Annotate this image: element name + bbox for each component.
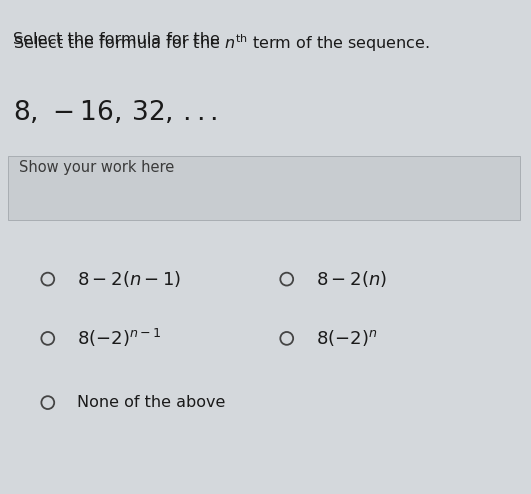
Text: $8-2(n-1)$: $8-2(n-1)$ — [77, 269, 182, 289]
FancyBboxPatch shape — [8, 156, 520, 220]
Text: $8-2(n)$: $8-2(n)$ — [316, 269, 387, 289]
Text: $8(-2)^{n-1}$: $8(-2)^{n-1}$ — [77, 328, 161, 349]
Text: $8,\,-16,\,32,\,...$: $8,\,-16,\,32,\,...$ — [13, 99, 218, 126]
Text: Select the formula for the: Select the formula for the — [13, 32, 225, 47]
Text: Show your work here: Show your work here — [19, 160, 174, 174]
Text: $8(-2)^{n}$: $8(-2)^{n}$ — [316, 329, 378, 348]
Text: Select the formula for the $n^{\mathrm{th}}$ term of the sequence.: Select the formula for the $n^{\mathrm{t… — [13, 32, 430, 54]
Text: None of the above: None of the above — [77, 395, 225, 410]
